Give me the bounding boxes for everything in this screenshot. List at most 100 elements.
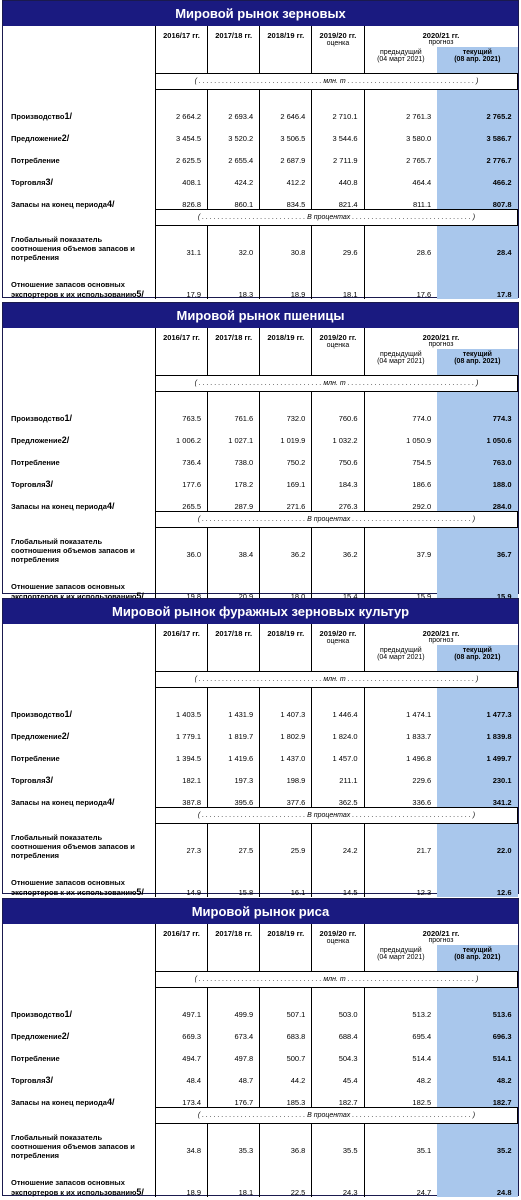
value-cell: 497.1 (154, 995, 208, 1019)
previous-header: предыдущий (04 март 2021) (363, 645, 438, 671)
footnote-ref: 5/ (136, 887, 144, 897)
row-label: Потребление (11, 754, 60, 763)
value-cell: 176.7 (207, 1085, 260, 1107)
row-label: Торговля3/ (11, 1075, 54, 1085)
row-label: Глобальный показатель соотношения объемо… (11, 1132, 135, 1160)
value-cell: 25.9 (259, 823, 312, 869)
row-ratio: Глобальный показатель соотношения объемо… (3, 1123, 518, 1169)
year-header: 2017/18 гг. (207, 26, 260, 47)
year-label: 2016/17 гг. (163, 333, 200, 342)
value-cell: 24.3 (311, 1169, 364, 1197)
year-header: 2018/19 гг. (259, 624, 312, 645)
value-cell: 1 496.8 (363, 741, 438, 763)
value-cell: 31.1 (154, 225, 208, 271)
row-label: Предложение2/ (11, 435, 70, 445)
current-value-cell: 1 477.3 (437, 695, 518, 719)
year-header: 2019/20 гг. оценка (311, 328, 364, 349)
row-label: Производство1/ (11, 111, 73, 121)
row-production: Производство1/497.1 499.9 507.1 503.0 513.2 5… (3, 995, 518, 1019)
current-value-cell: 24.8 (437, 1169, 518, 1197)
year-label: 2018/19 гг. (267, 31, 305, 40)
value-cell: 24.2 (311, 823, 364, 869)
year-header: 2019/20 гг. оценка (311, 924, 364, 945)
value-cell: 3 544.6 (311, 121, 364, 143)
market-block: Мировой рынок зерновых 2016/17 гг. 2017/1… (2, 0, 519, 299)
value-cell: 30.8 (259, 225, 312, 271)
value-cell: 197.3 (207, 763, 260, 785)
footnote-ref: 1/ (64, 1009, 73, 1019)
current-value-cell: 15.9 (437, 573, 518, 601)
value-cell: 500.7 (259, 1041, 312, 1063)
row-stocks: Запасы на конец периода4/387.8 395.6 377.6… (3, 785, 518, 807)
footnote-ref: 2/ (61, 133, 70, 143)
value-cell: 292.0 (363, 489, 438, 511)
current-date: (08 апр. 2021) (454, 358, 501, 365)
value-cell: 763.5 (154, 399, 208, 423)
value-cell: 18.1 (311, 271, 364, 299)
value-cell: 211.1 (311, 763, 364, 785)
current-label: текущий (462, 647, 492, 654)
value-cell: 19.8 (154, 573, 208, 601)
footnote-ref: 3/ (45, 1075, 54, 1085)
row-label: Торговля3/ (11, 479, 54, 489)
value-cell: 15.4 (311, 573, 364, 601)
year-header: 2016/17 гг. (154, 26, 208, 47)
value-cell: 2 711.9 (311, 143, 364, 165)
value-cell: 377.6 (259, 785, 312, 807)
footnote-ref: 3/ (45, 775, 54, 785)
value-cell: 36.8 (259, 1123, 312, 1169)
current-value-cell: 230.1 (437, 763, 518, 785)
units-pct: ( . . . . . . . . . . . . . . . . . . . … (154, 806, 519, 824)
value-cell: 18.0 (259, 573, 312, 601)
footnote-ref: 4/ (106, 501, 115, 511)
value-cell: 18.9 (154, 1169, 208, 1197)
value-cell: 1 407.3 (259, 695, 312, 719)
row-label: Торговля3/ (11, 177, 54, 187)
row-label: Предложение2/ (11, 1031, 70, 1041)
forecast-header: 2020/21 гг. прогноз (363, 924, 518, 945)
current-value-cell: 1 499.7 (437, 741, 518, 763)
value-cell: 37.9 (363, 527, 438, 573)
forecast-label: прогноз (428, 341, 454, 348)
year-header: 2018/19 гг. (259, 328, 312, 349)
value-cell: 754.5 (363, 445, 438, 467)
value-cell: 2 687.9 (259, 143, 312, 165)
value-cell: 497.8 (207, 1041, 260, 1063)
value-cell: 169.1 (259, 467, 312, 489)
value-cell: 48.7 (207, 1063, 260, 1085)
previous-header: предыдущий (04 март 2021) (363, 945, 438, 971)
footnote-ref: 2/ (61, 731, 70, 741)
current-header: текущий (08 апр. 2021) (437, 47, 518, 73)
current-header: текущий (08 апр. 2021) (437, 349, 518, 375)
footnote-ref: 1/ (64, 709, 73, 719)
value-cell: 16.1 (259, 869, 312, 897)
current-value-cell: 36.7 (437, 527, 518, 573)
year-label: 2017/18 гг. (215, 31, 253, 40)
value-cell: 21.7 (363, 823, 438, 869)
block-title: Мировой рынок зерновых (3, 1, 518, 26)
value-cell: 514.4 (363, 1041, 438, 1063)
row-label: Потребление (11, 458, 60, 467)
value-cell: 18.9 (259, 271, 312, 299)
current-label: текущий (462, 351, 492, 358)
value-cell: 35.3 (207, 1123, 260, 1169)
current-value-cell: 774.3 (437, 399, 518, 423)
footnote-ref: 5/ (136, 591, 144, 601)
row-label: Запасы на конец периода4/ (11, 797, 115, 807)
row-production: Производство1/763.5 761.6 732.0 760.6 774.0 7… (3, 399, 518, 423)
current-value-cell: 35.2 (437, 1123, 518, 1169)
value-cell: 182.7 (311, 1085, 364, 1107)
current-value-cell: 807.8 (437, 187, 518, 209)
value-cell: 20.9 (207, 573, 260, 601)
value-cell: 1 419.6 (207, 741, 260, 763)
value-cell: 2 693.4 (207, 97, 260, 121)
block-title: Мировой рынок пшеницы (3, 303, 518, 328)
value-cell: 36.2 (259, 527, 312, 573)
year-header: 2017/18 гг. (207, 624, 260, 645)
previous-label: предыдущий (380, 49, 422, 56)
row-consumption: Потребление 736.4 738.0 750.2 750.6 754.5 763.… (3, 445, 518, 467)
value-cell: 1 802.9 (259, 719, 312, 741)
value-cell: 12.3 (363, 869, 438, 897)
current-value-cell: 2 765.2 (437, 97, 518, 121)
value-cell: 271.6 (259, 489, 312, 511)
